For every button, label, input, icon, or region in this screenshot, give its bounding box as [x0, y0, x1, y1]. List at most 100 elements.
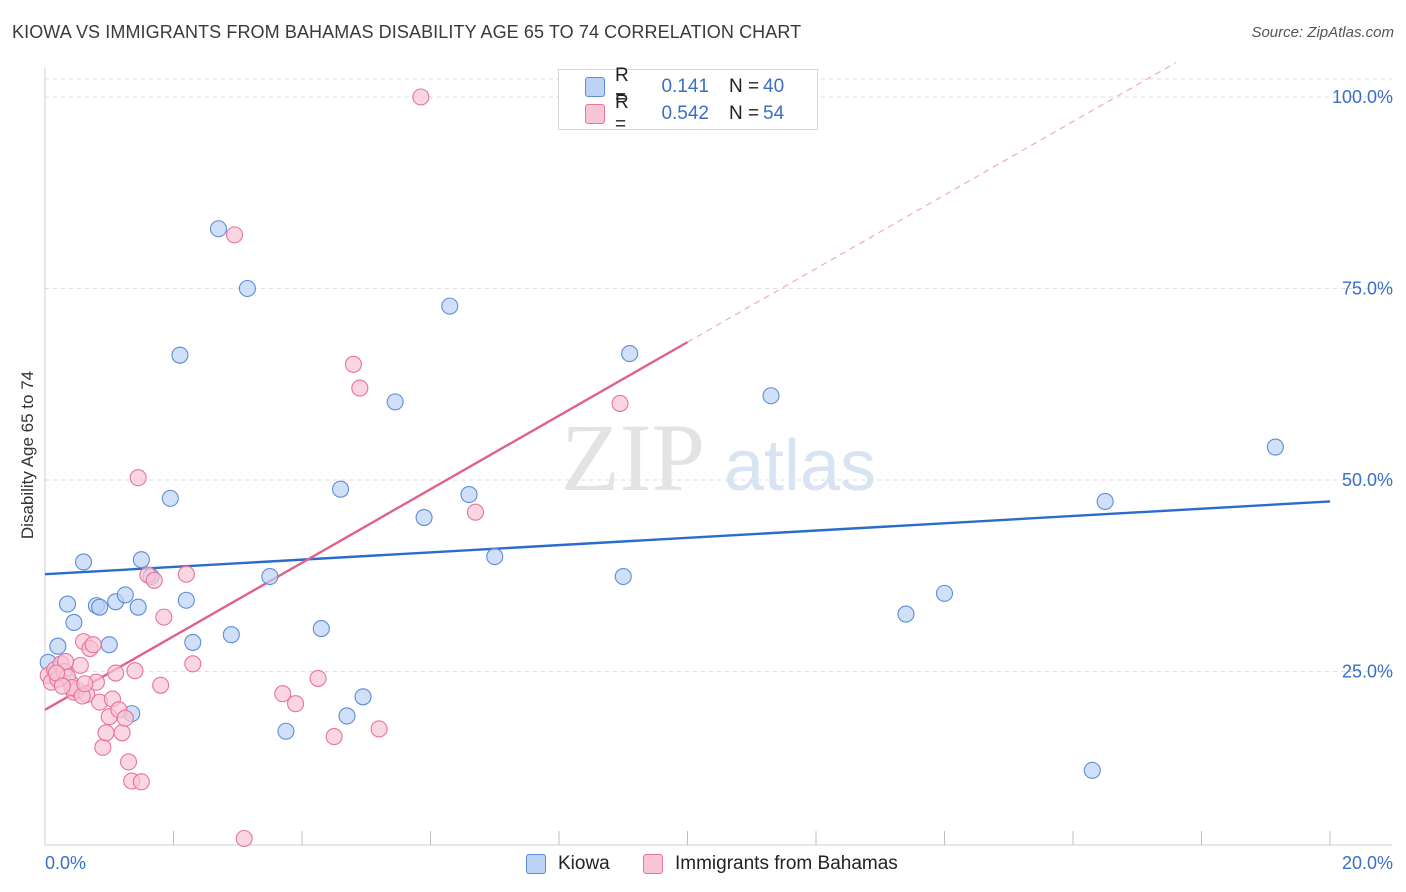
kiowa-point — [184, 633, 202, 651]
y-tick-label: 50.0% — [1342, 470, 1393, 490]
bahamas-point — [225, 226, 244, 244]
bahamas-point — [84, 636, 102, 654]
kiowa-point — [1266, 438, 1284, 456]
kiowa-point — [354, 688, 372, 706]
kiowa-point — [75, 553, 93, 571]
bahamas-point — [287, 695, 305, 713]
bahamas-point — [71, 656, 89, 674]
watermark: ZIP atlas — [561, 404, 876, 511]
legend-row-bahamas: R = 0.542 N = 54 — [585, 92, 785, 135]
bahamas-point — [412, 88, 430, 106]
series-legend-swatch-kiowa — [526, 854, 546, 874]
source-label: Source: ZipAtlas.com — [1251, 24, 1394, 41]
series-legend-swatch-bahamas — [643, 854, 663, 874]
bahamas-point — [351, 379, 369, 397]
kiowa-point — [460, 486, 478, 504]
bahamas-point — [611, 394, 629, 412]
gridlines — [45, 78, 1392, 672]
kiowa-point — [441, 297, 459, 315]
legend-r-label: R = — [615, 65, 629, 108]
legend-r-label: R = — [615, 92, 629, 135]
kiowa-point — [312, 620, 330, 638]
y-tick-label: 100.0% — [1332, 87, 1393, 107]
bahamas-point — [145, 571, 163, 589]
kiowa-point — [614, 567, 632, 586]
bahamas-point — [116, 709, 134, 727]
kiowa-point — [486, 548, 504, 566]
bahamas-point — [184, 655, 202, 673]
kiowa-point — [338, 707, 356, 725]
series-legend-bahamas: Immigrants from Bahamas — [643, 852, 898, 876]
kiowa-point — [386, 393, 404, 411]
legend-r-value-kiowa: 0.141 — [661, 76, 709, 97]
legend-swatch-bahamas — [585, 104, 605, 124]
kiowa-point — [161, 489, 179, 507]
kiowa-point — [238, 279, 256, 298]
bahamas-point — [177, 565, 195, 583]
kiowa-point — [897, 605, 915, 623]
kiowa-point — [261, 567, 279, 586]
bahamas-point — [466, 503, 485, 521]
kiowa-point — [209, 220, 228, 238]
bahamas-point — [309, 669, 327, 687]
bahamas-point — [126, 662, 144, 680]
kiowa-point — [116, 586, 134, 604]
kiowa-point — [49, 637, 67, 655]
y-tick-label: 25.0% — [1342, 662, 1393, 682]
legend-swatch-kiowa — [585, 77, 605, 97]
legend-r-value-bahamas: 0.542 — [661, 103, 709, 124]
kiowa-point — [277, 722, 295, 740]
kiowa-point — [331, 480, 350, 498]
legend-n-value-bahamas: 54 — [763, 103, 785, 124]
kiowa-point — [132, 551, 150, 569]
x-tick-label-max: 20.0% — [1342, 853, 1393, 873]
kiowa-trend-line — [44, 500, 1331, 576]
bahamas-trend-line — [44, 341, 689, 711]
y-tick-label: 75.0% — [1342, 279, 1393, 299]
kiowa-point — [621, 345, 639, 363]
kiowa-point — [762, 387, 780, 405]
kiowa-point — [171, 346, 189, 364]
kiowa-point — [91, 598, 109, 616]
bahamas-point — [344, 355, 362, 373]
bahamas-point — [53, 677, 71, 695]
legend-n-value-kiowa: 40 — [763, 76, 785, 97]
legend-row-kiowa: R = 0.141 N = 40 — [585, 65, 785, 108]
kiowa-point — [1096, 492, 1114, 510]
kiowa-point — [65, 613, 83, 632]
bahamas-point — [129, 469, 147, 487]
bahamas-point — [152, 676, 170, 694]
bahamas-point — [235, 829, 253, 848]
bahamas-point — [155, 608, 173, 626]
bahamas-point — [119, 753, 138, 771]
stats-legend: R = 0.141 N = 40 R = 0.542 N = 54 — [558, 65, 818, 135]
legend-n-label: N = — [729, 103, 760, 124]
bahamas-point — [274, 685, 292, 703]
series-legend-label-bahamas: Immigrants from Bahamas — [675, 853, 898, 874]
bahamas-point — [97, 724, 115, 742]
axes — [44, 68, 1392, 846]
legend-n-label: N = — [729, 76, 760, 97]
kiowa-point — [222, 626, 240, 644]
trend-lines — [44, 62, 1331, 711]
bahamas-point — [94, 738, 112, 756]
kiowa-point — [129, 598, 147, 616]
series-legend-label-kiowa: Kiowa — [558, 853, 610, 874]
chart-title: KIOWA VS IMMIGRANTS FROM BAHAMAS DISABIL… — [12, 22, 802, 42]
kiowa-point — [935, 584, 954, 602]
bahamas-point — [132, 773, 150, 791]
tick-labels: 25.0% 50.0% 75.0% 100.0% 0.0% 20.0% — [45, 87, 1393, 873]
bahamas-point — [76, 675, 94, 693]
kiowa-point — [177, 591, 195, 609]
watermark-atlas: atlas — [724, 426, 876, 506]
bahamas-point — [325, 728, 343, 746]
kiowa-point — [1083, 761, 1101, 779]
bahamas-point — [370, 720, 388, 738]
bahamas-point — [107, 664, 125, 682]
kiowa-point — [58, 595, 77, 613]
kiowa-point — [415, 508, 433, 527]
series-legend-kiowa: Kiowa — [526, 852, 610, 876]
x-tick-label-min: 0.0% — [45, 853, 86, 873]
watermark-zip: ZIP — [561, 404, 705, 511]
